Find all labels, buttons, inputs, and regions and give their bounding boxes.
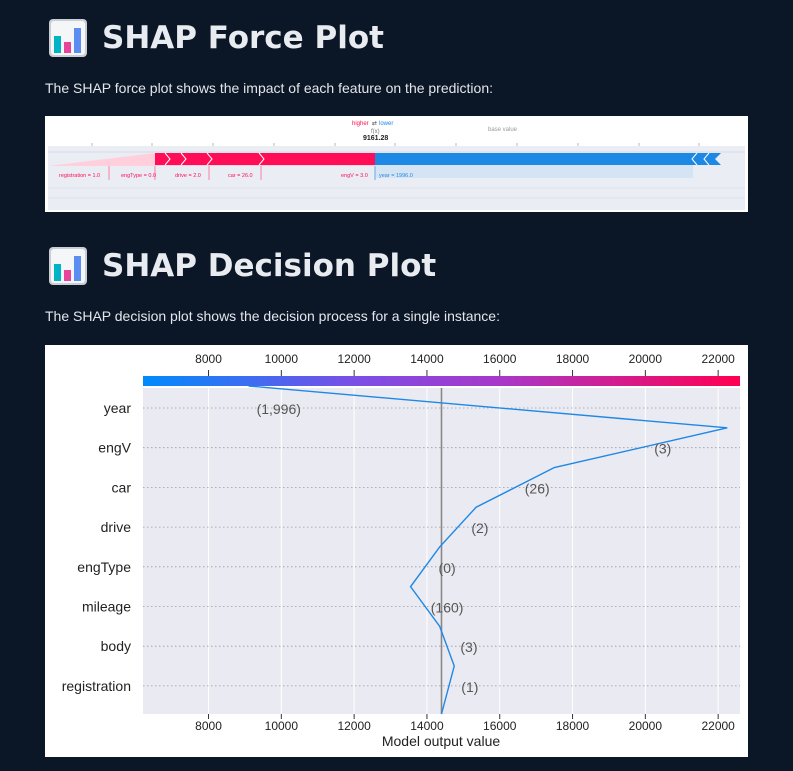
force-label-engtype: engType = 0.0 bbox=[121, 173, 156, 179]
feature-label-year: year bbox=[104, 400, 132, 416]
bottom-tick-label-16000: 16000 bbox=[483, 719, 517, 733]
feature-value-year: (1,996) bbox=[257, 401, 301, 417]
bottom-tick-label-8000: 8000 bbox=[195, 719, 222, 733]
bottom-tick-label-14000: 14000 bbox=[410, 719, 444, 733]
decision-vertical-grid bbox=[208, 388, 719, 714]
force-label-registration: registration = 1.0 bbox=[59, 173, 100, 179]
decision-plot-chart: 8000 10000 12000 14000 16000 18000 20000 22000 … bbox=[62, 352, 740, 749]
bottom-tick-label-20000: 20000 bbox=[629, 719, 663, 733]
bar-chart-icon bbox=[49, 247, 87, 285]
force-plot-title: SHAP Force Plot bbox=[48, 18, 384, 58]
force-label-car: car = 26.0 bbox=[228, 173, 253, 179]
bottom-tick-label-18000: 18000 bbox=[556, 719, 590, 733]
feature-value-drive: (2) bbox=[471, 520, 488, 536]
force-label-engv: engV = 3.0 bbox=[341, 173, 368, 179]
decision-colorbar bbox=[143, 376, 740, 386]
force-label-separators bbox=[108, 166, 262, 180]
feature-label-mileage: mileage bbox=[82, 599, 131, 615]
feature-label-engV: engV bbox=[98, 440, 131, 456]
decision-x-axis-label: Model output value bbox=[382, 733, 501, 749]
force-legend-arrows: ⇄ bbox=[372, 120, 377, 127]
force-label-year: year = 1996.0 bbox=[379, 173, 413, 179]
bar-chart-icon bbox=[49, 19, 87, 57]
force-legend-higher: higher bbox=[352, 121, 369, 127]
decision-feature-labels: year engV car drive engType mileage body regist… bbox=[62, 400, 132, 694]
force-label-drive: drive = 2.0 bbox=[175, 173, 201, 179]
force-higher-bar bbox=[48, 152, 375, 166]
decision-feature-values: (1,996) (3) (26) (2) (0) (160) (3) (1) bbox=[257, 401, 672, 695]
force-plot-image: higher ⇄ lower f(x) 9161.28 base value bbox=[45, 116, 748, 212]
feature-label-drive: drive bbox=[101, 519, 132, 535]
force-grid bbox=[48, 187, 745, 199]
bottom-tick-label-22000: 22000 bbox=[701, 719, 735, 733]
feature-value-body: (3) bbox=[460, 639, 477, 655]
force-fx-value: 9161.28 bbox=[363, 135, 388, 142]
force-axis-ticks bbox=[91, 143, 700, 146]
force-plot-description: The SHAP force plot shows the impact of … bbox=[45, 80, 493, 96]
force-fx-label: f(x) bbox=[371, 129, 380, 135]
top-tick-label-18000: 18000 bbox=[556, 352, 590, 366]
decision-plot-description: The SHAP decision plot shows the decisio… bbox=[45, 308, 500, 324]
top-tick-label-10000: 10000 bbox=[265, 352, 299, 366]
top-tick-label-8000: 8000 bbox=[195, 352, 222, 366]
force-base-value-label: base value bbox=[488, 127, 518, 133]
feature-value-engType: (0) bbox=[439, 560, 456, 576]
bottom-tick-label-12000: 12000 bbox=[337, 719, 371, 733]
top-tick-label-14000: 14000 bbox=[410, 352, 444, 366]
top-tick-label-20000: 20000 bbox=[629, 352, 663, 366]
decision-top-axis: 8000 10000 12000 14000 16000 18000 20000 22000 bbox=[195, 352, 735, 376]
feature-value-registration: (1) bbox=[461, 679, 478, 695]
top-tick-label-22000: 22000 bbox=[701, 352, 735, 366]
feature-value-mileage: (160) bbox=[431, 600, 464, 616]
feature-label-registration: registration bbox=[62, 678, 131, 694]
top-tick-label-16000: 16000 bbox=[483, 352, 517, 366]
feature-label-car: car bbox=[112, 479, 132, 495]
decision-plot-container: 8000 10000 12000 14000 16000 18000 20000 22000 … bbox=[45, 345, 748, 757]
force-lower-bar bbox=[375, 152, 721, 178]
feature-label-body: body bbox=[101, 638, 131, 654]
feature-value-engV: (3) bbox=[654, 441, 671, 457]
bottom-tick-label-10000: 10000 bbox=[265, 719, 299, 733]
decision-plot-title: SHAP Decision Plot bbox=[48, 246, 436, 286]
force-plot-svg: higher ⇄ lower f(x) 9161.28 base value bbox=[48, 120, 745, 210]
decision-path-line bbox=[248, 385, 728, 715]
top-tick-label-12000: 12000 bbox=[337, 352, 371, 366]
decision-bottom-axis: 8000 10000 12000 14000 16000 18000 20000 22000 bbox=[195, 714, 735, 733]
feature-value-car: (26) bbox=[525, 480, 550, 496]
feature-label-engType: engType bbox=[77, 559, 131, 575]
force-legend-lower: lower bbox=[379, 121, 393, 127]
